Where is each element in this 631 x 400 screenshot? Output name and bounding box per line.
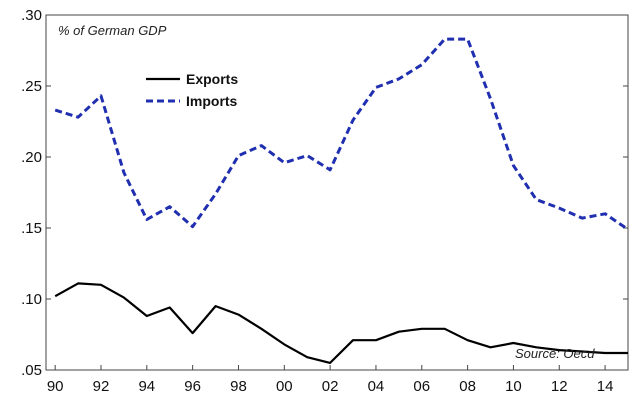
plot-frame [45, 14, 629, 371]
y-tick-label: .05 [21, 362, 42, 379]
y-tick-label: .10 [21, 291, 42, 308]
legend-label-exports: Exports [186, 71, 238, 87]
x-tick-label: 06 [413, 378, 430, 395]
x-tick-label: 04 [368, 378, 385, 395]
series-group [54, 37, 629, 364]
y-tick-label: .20 [21, 149, 42, 166]
y-axis: .05 .10 .15 .20 .25 .30 [21, 7, 628, 379]
x-tick-label: 12 [551, 378, 568, 395]
x-tick-label: 14 [597, 378, 614, 395]
series-line-exports [54, 282, 628, 364]
y-tick-label: .15 [21, 220, 42, 237]
legend: Exports Imports [146, 71, 238, 109]
y-tick-label: .25 [21, 78, 42, 95]
x-tick-label: 90 [47, 378, 64, 395]
x-tick-label: 98 [230, 378, 247, 395]
x-tick-label: 00 [276, 378, 293, 395]
y-tick-label: .30 [21, 7, 42, 24]
x-tick-label: 08 [459, 378, 476, 395]
x-tick-label: 92 [93, 378, 110, 395]
x-tick-label: 96 [184, 378, 201, 395]
series-line-imports [54, 37, 629, 231]
source-note: Source: Oecd [515, 346, 595, 361]
legend-label-imports: Imports [186, 93, 238, 109]
x-tick-label: 94 [138, 378, 155, 395]
x-axis: 90 92 94 96 98 00 02 04 06 08 10 12 14 [47, 365, 614, 395]
x-tick-label: 02 [322, 378, 339, 395]
chart-annotation: % of German GDP [58, 23, 167, 38]
x-tick-label: 10 [505, 378, 522, 395]
